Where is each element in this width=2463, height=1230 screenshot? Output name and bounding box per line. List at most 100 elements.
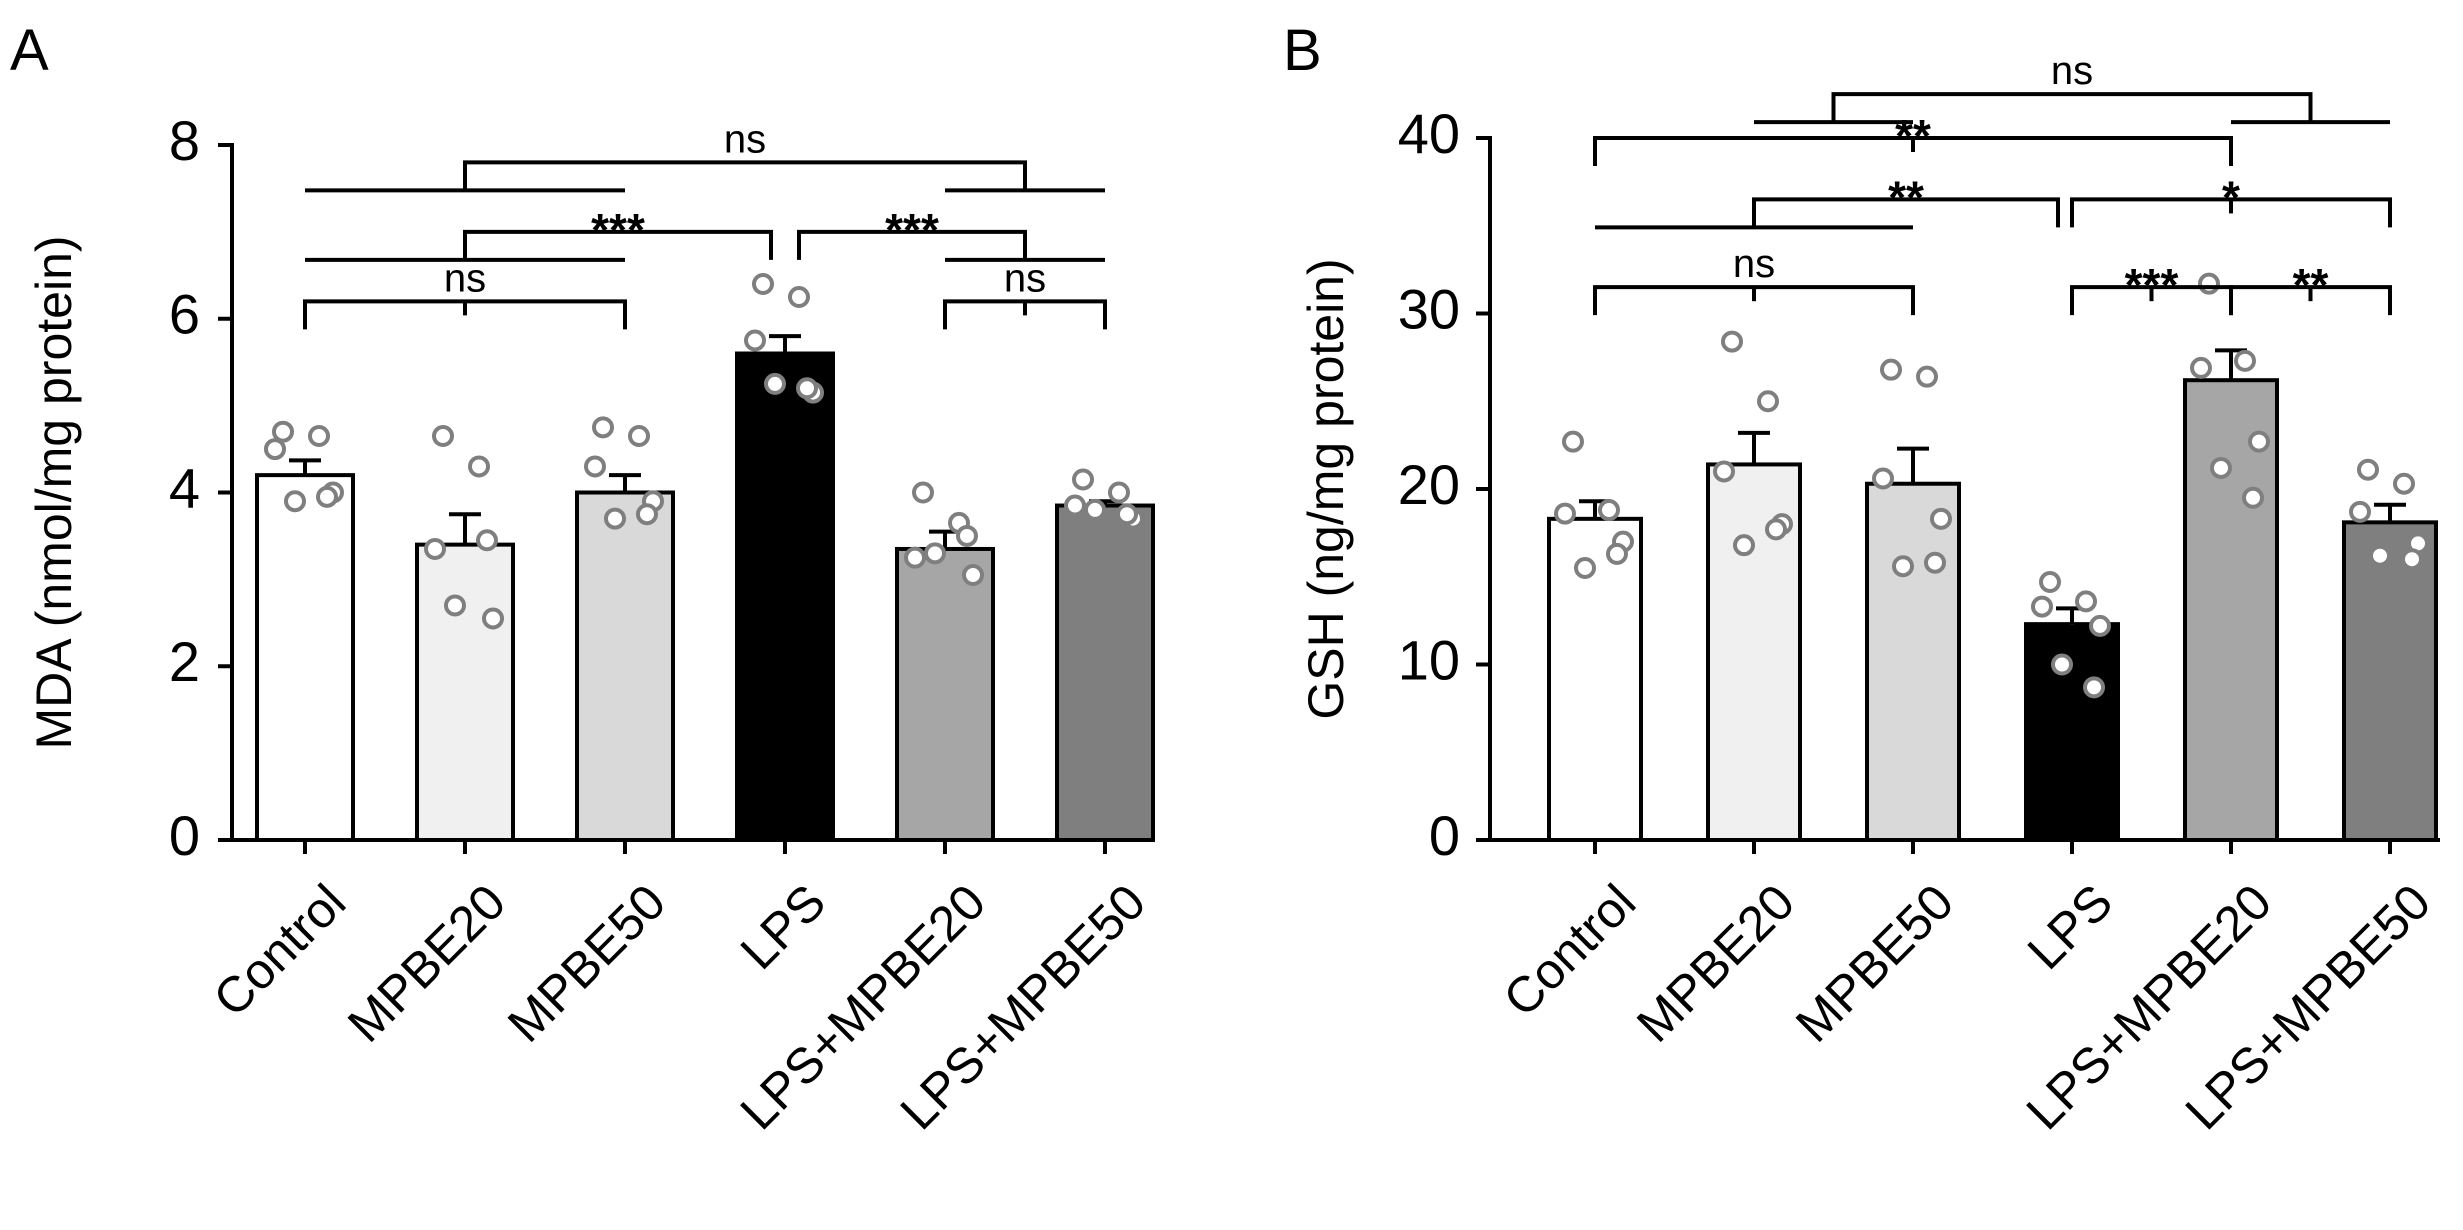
significance-bracket	[463, 160, 1027, 191]
category-label: LPS	[2017, 874, 2123, 980]
data-point	[1072, 468, 1094, 491]
bar-3	[735, 351, 835, 842]
data-point	[904, 546, 926, 569]
y-tick-label: 20	[1398, 453, 1460, 516]
bar-5	[1055, 503, 1155, 842]
significance-label: **	[2293, 259, 2329, 311]
data-point	[1916, 365, 1938, 388]
data-point	[2198, 272, 2220, 295]
data-point	[468, 455, 490, 478]
data-point	[924, 542, 946, 565]
data-point	[2393, 472, 2415, 495]
data-point	[2349, 500, 2371, 523]
data-point	[1108, 481, 1130, 504]
significance-bracket	[797, 229, 1027, 260]
data-point	[2075, 590, 2097, 613]
data-point	[432, 425, 454, 448]
data-point	[604, 507, 626, 530]
data-point	[1930, 507, 1952, 530]
data-point	[424, 537, 446, 560]
data-point	[592, 416, 614, 439]
data-point	[444, 594, 466, 617]
y-tick-label: 8	[169, 109, 200, 172]
data-point	[2234, 349, 2256, 372]
data-point	[2039, 571, 2061, 594]
data-point	[2031, 595, 2053, 618]
data-point	[1562, 430, 1584, 453]
data-point	[796, 377, 818, 400]
data-point	[744, 329, 766, 352]
data-point	[482, 607, 504, 630]
bar-0	[255, 473, 355, 842]
data-point	[2051, 653, 2073, 676]
data-point	[1084, 498, 1106, 521]
significance-label: ns	[444, 256, 486, 300]
bar-1	[415, 542, 515, 842]
panel-letter: B	[1283, 18, 1322, 83]
bar-4	[895, 546, 995, 842]
data-point	[1721, 330, 1743, 353]
data-point	[308, 425, 330, 448]
bar-5	[2342, 520, 2438, 842]
y-tick-label: 4	[169, 456, 200, 519]
data-point	[2210, 456, 2232, 479]
significance-label: ***	[591, 204, 645, 256]
y-tick-label: 2	[169, 630, 200, 693]
y-tick-label: 0	[169, 804, 200, 867]
y-tick-label: 6	[169, 283, 200, 346]
data-point	[2248, 430, 2270, 453]
data-point	[636, 503, 658, 526]
category-label: MPBE20	[1626, 874, 1805, 1053]
data-point	[2357, 458, 2379, 481]
panel-a: A MDA (nmol/mg protein) 0 2 4 6 8 ControlMPBE20…	[10, 18, 1156, 1140]
data-point	[284, 490, 306, 513]
significance-label: **	[1888, 171, 1924, 223]
significance-label: **	[1895, 110, 1931, 162]
category-label: LPS	[730, 874, 836, 980]
data-point	[912, 481, 934, 504]
significance-label: ns	[1733, 242, 1775, 286]
data-point	[2190, 356, 2212, 379]
y-tick-label: 10	[1398, 628, 1460, 691]
data-point	[628, 425, 650, 448]
significance-label: ns	[2051, 49, 2093, 93]
data-point	[1064, 494, 1086, 517]
data-point	[2401, 548, 2423, 571]
data-point	[1606, 542, 1628, 565]
significance-label: ns	[1004, 256, 1046, 300]
category-label: Control	[1493, 874, 1647, 1028]
data-point	[476, 529, 498, 552]
data-point	[272, 420, 294, 443]
bar-2	[1865, 481, 1961, 842]
bar-3	[2024, 622, 2120, 843]
data-point	[1598, 499, 1620, 522]
y-tick-label: 40	[1398, 102, 1460, 165]
data-point	[764, 372, 786, 395]
data-point	[1574, 556, 1596, 579]
data-point	[1757, 390, 1779, 413]
data-point	[788, 286, 810, 309]
y-axis-label: MDA (nmol/mg protein)	[26, 235, 82, 749]
significance-bracket	[1831, 92, 2313, 123]
data-point	[1713, 460, 1735, 483]
y-axis-label: GSH (ng/mg protein)	[1298, 258, 1354, 719]
category-label: Control	[203, 874, 357, 1028]
bar-2	[575, 490, 675, 842]
category-label: MPBE50	[497, 874, 676, 1053]
data-point	[1880, 358, 1902, 381]
data-point	[1116, 503, 1138, 526]
significance-label: ***	[885, 204, 939, 256]
y-tick-label: 30	[1398, 277, 1460, 340]
data-point	[264, 438, 286, 461]
significance-bracket	[463, 229, 773, 260]
data-point	[316, 485, 338, 508]
data-point	[2369, 544, 2391, 567]
data-point	[962, 564, 984, 587]
data-point	[1765, 518, 1787, 541]
category-label: MPBE20	[337, 874, 516, 1053]
panel-letter: A	[10, 18, 49, 83]
data-point	[2089, 614, 2111, 637]
data-point	[1892, 555, 1914, 578]
